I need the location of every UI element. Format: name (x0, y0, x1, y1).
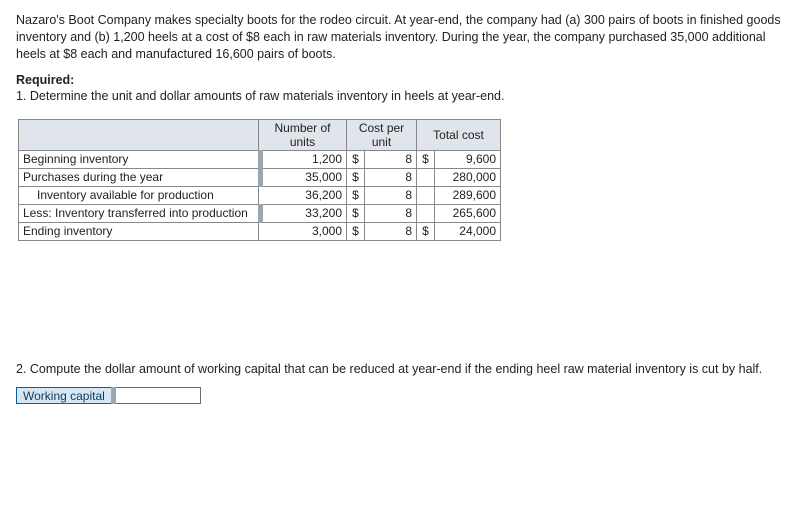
table-row: Purchases during the year35,000$8 280,000 (19, 168, 501, 186)
inventory-table: Number of units Cost per unit Total cost… (18, 119, 501, 241)
header-cost-per-unit: Cost per unit (347, 119, 417, 150)
currency-symbol: $ (347, 168, 365, 186)
currency-symbol: $ (347, 150, 365, 168)
total-cost-cell: 280,000 (435, 168, 501, 186)
requirement-2: 2. Compute the dollar amount of working … (16, 361, 784, 378)
row-label: Beginning inventory (19, 150, 259, 168)
currency-symbol: $ (417, 222, 435, 240)
currency-symbol: $ (347, 222, 365, 240)
required-heading: Required: (16, 73, 784, 87)
table-header-row: Number of units Cost per unit Total cost (19, 119, 501, 150)
row-label: Less: Inventory transferred into product… (19, 204, 259, 222)
units-cell: 3,000 (259, 222, 347, 240)
working-capital-label: Working capital (16, 387, 112, 404)
cost-per-unit-cell: 8 (365, 150, 417, 168)
total-cost-cell: 24,000 (435, 222, 501, 240)
units-cell[interactable]: 33,200 (259, 204, 347, 222)
total-cost-cell: 265,600 (435, 204, 501, 222)
total-cost-cell: 289,600 (435, 186, 501, 204)
currency-symbol: $ (417, 150, 435, 168)
cost-per-unit-cell: 8 (365, 222, 417, 240)
units-cell: 36,200 (259, 186, 347, 204)
cost-per-unit-cell: 8 (365, 186, 417, 204)
units-cell[interactable]: 1,200 (259, 150, 347, 168)
working-capital-row: Working capital (16, 387, 784, 404)
header-total-cost: Total cost (417, 119, 501, 150)
currency-symbol (417, 204, 435, 222)
requirement-1: 1. Determine the unit and dollar amounts… (16, 88, 784, 105)
currency-symbol (417, 168, 435, 186)
row-label: Purchases during the year (19, 168, 259, 186)
table-row: Ending inventory3,000$8$24,000 (19, 222, 501, 240)
header-blank (19, 119, 259, 150)
currency-symbol: $ (347, 186, 365, 204)
row-label: Ending inventory (19, 222, 259, 240)
currency-symbol (417, 186, 435, 204)
problem-description: Nazaro's Boot Company makes specialty bo… (16, 12, 784, 63)
units-cell[interactable]: 35,000 (259, 168, 347, 186)
working-capital-input[interactable] (111, 387, 201, 404)
cost-per-unit-cell: 8 (365, 168, 417, 186)
total-cost-cell: 9,600 (435, 150, 501, 168)
header-units: Number of units (259, 119, 347, 150)
currency-symbol: $ (347, 204, 365, 222)
table-row: Less: Inventory transferred into product… (19, 204, 501, 222)
cost-per-unit-cell: 8 (365, 204, 417, 222)
row-label: Inventory available for production (19, 186, 259, 204)
table-row: Inventory available for production36,200… (19, 186, 501, 204)
table-row: Beginning inventory1,200$8$9,600 (19, 150, 501, 168)
